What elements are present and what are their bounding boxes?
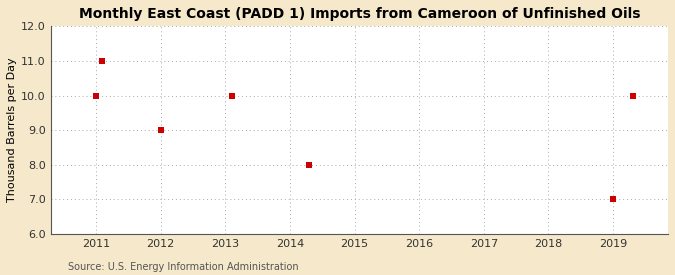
Y-axis label: Thousand Barrels per Day: Thousand Barrels per Day	[7, 58, 17, 202]
Title: Monthly East Coast (PADD 1) Imports from Cameroon of Unfinished Oils: Monthly East Coast (PADD 1) Imports from…	[79, 7, 640, 21]
Text: Source: U.S. Energy Information Administration: Source: U.S. Energy Information Administ…	[68, 262, 298, 272]
